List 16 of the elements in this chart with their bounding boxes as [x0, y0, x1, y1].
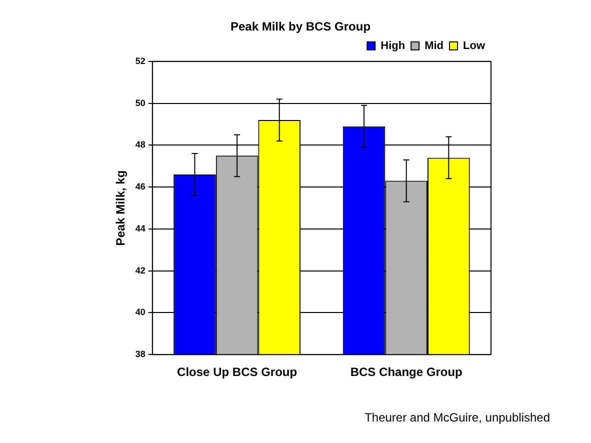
y-axis-title: Peak Milk, kg [114, 170, 128, 246]
text: Theurer and McGuire, unpublished [364, 410, 550, 424]
y-tick-label: 52 [135, 56, 146, 66]
y-tick-label: 50 [135, 98, 146, 108]
x-tick-label: Close Up BCS Group [177, 365, 298, 380]
y-tick-label: 48 [135, 140, 146, 150]
y-tick-label: 38 [135, 349, 146, 360]
y-tick-label: 40 [135, 307, 146, 318]
y-tick-label: 44 [135, 223, 146, 234]
chart-title: Peak Milk by BCS Group [230, 20, 371, 34]
y-tick-label: 42 [135, 265, 146, 276]
legend-label: High [380, 40, 406, 52]
legend-label: Low [463, 40, 486, 52]
y-tick-label: 46 [135, 182, 146, 192]
x-tick-label: BCS Change Group [350, 365, 462, 380]
legend-label: Mid [424, 40, 444, 52]
